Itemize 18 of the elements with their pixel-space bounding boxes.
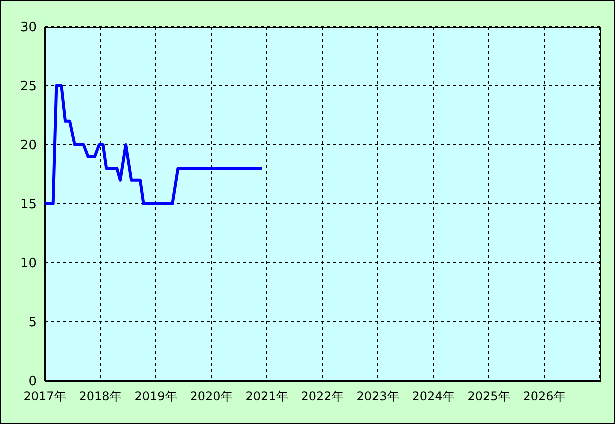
x-tick-label: 2026年 (523, 390, 566, 404)
x-tick-label: 2019年 (134, 390, 178, 404)
x-tick-label: 2023年 (356, 390, 400, 404)
x-tick-label: 2024年 (412, 390, 455, 404)
y-tick-label: 0 (28, 374, 37, 390)
x-tick-label: 2025年 (468, 390, 510, 404)
y-tick-label: 15 (20, 198, 37, 213)
x-tick-label: 2020年 (190, 390, 233, 404)
y-tick-label: 20 (20, 138, 37, 154)
x-tick-label: 2017年 (24, 390, 66, 404)
y-tick-label: 25 (20, 80, 37, 95)
y-tick-label: 10 (20, 256, 37, 272)
x-tick-label: 2018年 (79, 390, 122, 404)
y-tick-label: 30 (20, 20, 37, 36)
y-tick-label: 5 (28, 316, 37, 331)
line-series (45, 84, 262, 206)
x-tick-label: 2022年 (301, 390, 344, 404)
x-tick-label: 2021年 (246, 390, 288, 404)
